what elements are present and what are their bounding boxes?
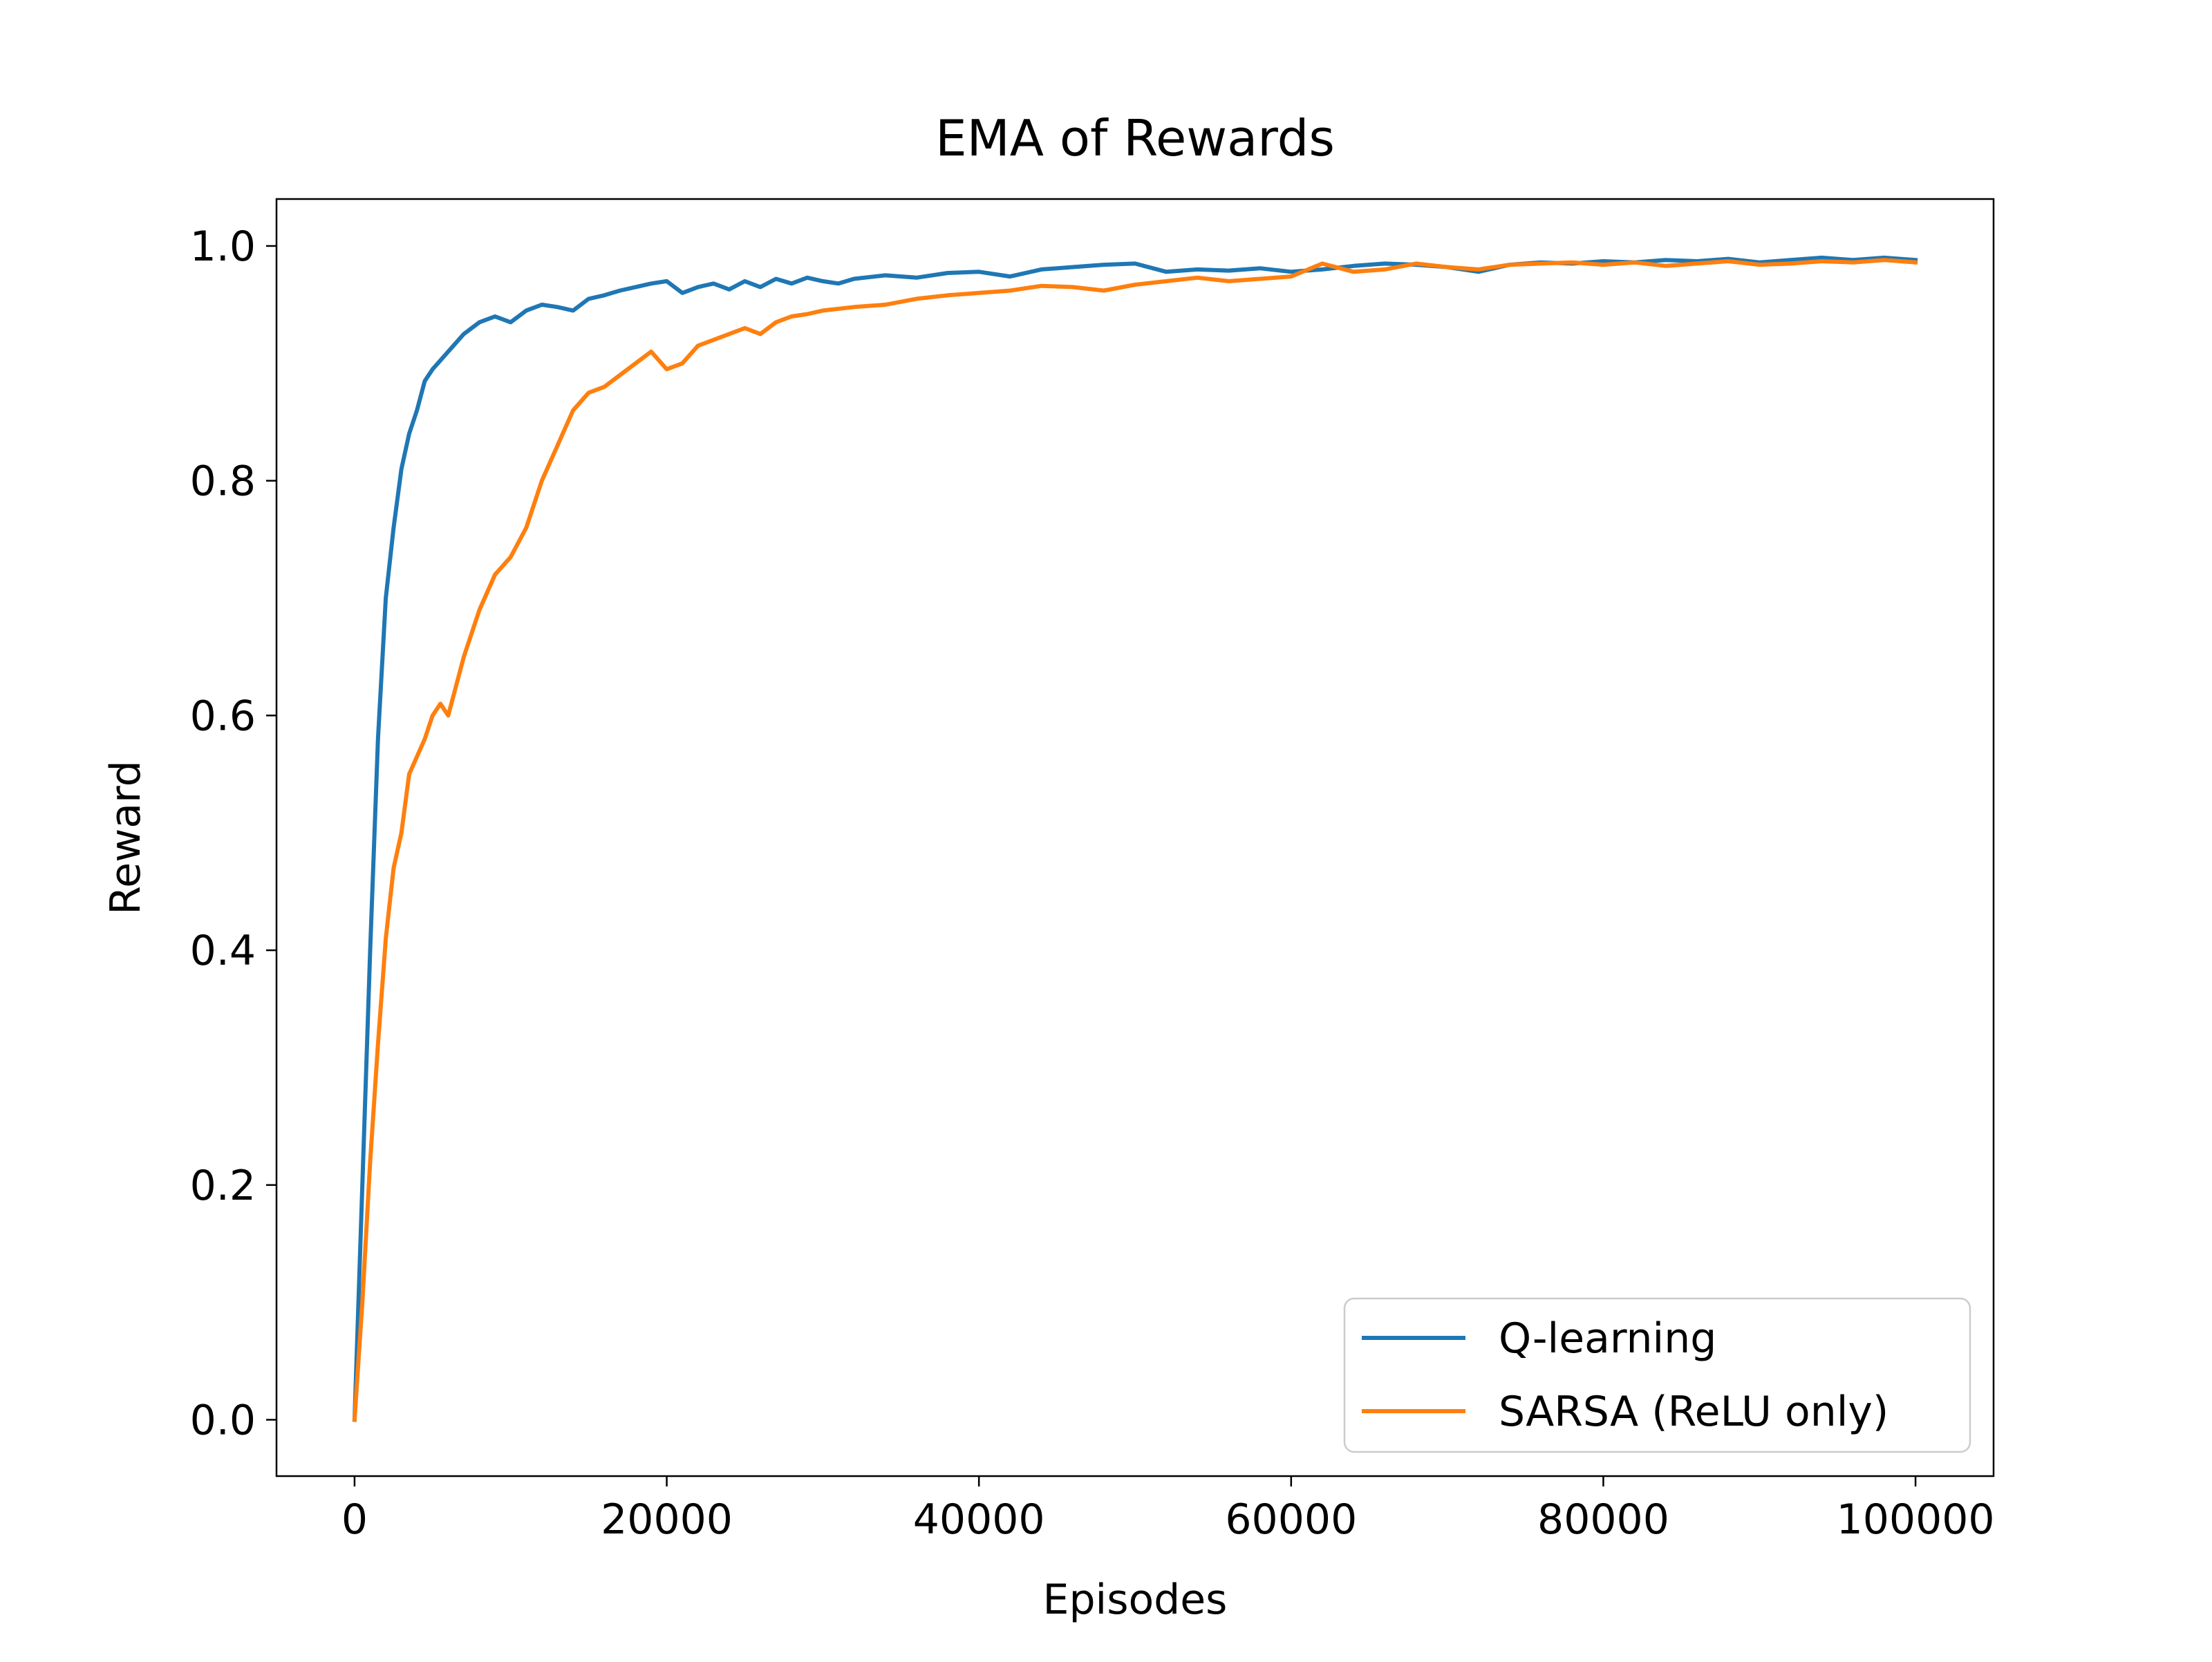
plot-frame <box>275 198 1995 1477</box>
y-axis-ticks: 0.0 0.2 0.4 0.6 0.8 1.0 <box>190 223 276 1444</box>
y-tick-label: 0.8 <box>190 457 256 506</box>
plot-lines <box>352 255 1918 1422</box>
chart-title: EMA of Rewards <box>935 109 1335 167</box>
y-tick-label: 0.4 <box>190 927 256 975</box>
x-tick-label: 40000 <box>913 1495 1045 1544</box>
x-axis-label: Episodes <box>1043 1576 1228 1624</box>
y-tick-label: 0.6 <box>190 692 256 740</box>
x-tick-label: 100000 <box>1837 1495 1995 1544</box>
x-tick-label: 20000 <box>601 1495 733 1544</box>
x-tick-label: 80000 <box>1537 1495 1669 1544</box>
legend-box <box>1343 1297 1971 1453</box>
y-tick-label: 1.0 <box>190 223 256 271</box>
x-axis-ticks: 0 20000 40000 60000 80000 100000 <box>341 1476 1995 1544</box>
y-tick-label: 0.0 <box>190 1396 256 1444</box>
x-tick-label: 60000 <box>1225 1495 1357 1544</box>
y-axis-label: Reward <box>102 760 150 914</box>
legend-entry-q-learning: Q-learning <box>1362 1314 1716 1363</box>
y-tick-label: 0.2 <box>190 1162 256 1210</box>
legend-label-q-learning: Q-learning <box>1499 1314 1716 1363</box>
legend-entry-sarsa: SARSA (ReLU only) <box>1362 1388 1888 1436</box>
legend-label-sarsa: SARSA (ReLU only) <box>1499 1388 1888 1436</box>
legend: Q-learning SARSA (ReLU only) <box>1343 1297 1971 1453</box>
x-tick-label: 0 <box>341 1495 368 1544</box>
series-line-sarsa <box>352 258 1918 1422</box>
